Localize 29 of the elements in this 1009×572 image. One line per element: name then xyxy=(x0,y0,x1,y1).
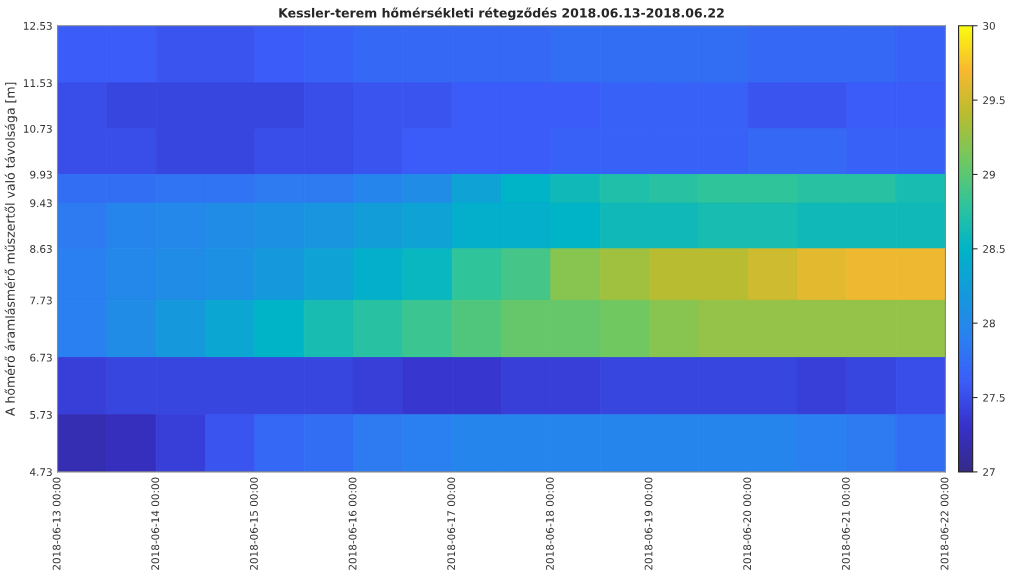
chart-title: Kessler-terem hőmérsékleti rétegződés 2018.06.13-2018.06.22 xyxy=(279,7,724,21)
x-tick-label: 2018-06-14 00:00 xyxy=(151,477,160,570)
color-bar-label: 30 xyxy=(983,21,995,30)
y-tick-label: 4.73 xyxy=(29,468,52,477)
x-tick-label: 2018-06-13 00:00 xyxy=(52,477,61,570)
y-tick-label: 10.73 xyxy=(23,124,52,133)
color-bar-label: 27.5 xyxy=(983,393,1005,402)
color-bar-label: 29.5 xyxy=(983,96,1005,105)
y-tick-label: 8.63 xyxy=(30,245,52,253)
x-tick-label: 2018-06-15 00:00 xyxy=(249,477,258,570)
y-tick-label: 9.93 xyxy=(30,170,52,179)
y-tick-label: 6.73 xyxy=(30,353,52,362)
y-tick-label: 9.43 xyxy=(30,199,52,208)
color-bar-label: 28 xyxy=(983,319,995,328)
y-tick-label: 12.53 xyxy=(23,21,52,30)
x-tick-label: 2018-06-20 00:00 xyxy=(743,477,752,570)
color-bar-label: 28.5 xyxy=(983,245,1005,253)
x-tick-label: 2018-06-17 00:00 xyxy=(447,477,456,570)
y-axis-title: A hőmérő áramlásmérő műszertől való távolsága [m] xyxy=(4,82,18,416)
x-tick-label: 2018-06-18 00:00 xyxy=(545,477,554,570)
y-tick-label: 11.53 xyxy=(23,79,52,88)
color-bar-label: 29 xyxy=(983,170,995,179)
x-tick-label: 2018-06-19 00:00 xyxy=(644,477,653,570)
y-tick-label: 5.73 xyxy=(30,410,52,419)
x-tick-label: 2018-06-22 00:00 xyxy=(940,477,949,570)
y-tick-label: 7.73 xyxy=(30,296,52,305)
color-bar-label: 27 xyxy=(983,468,995,476)
x-tick-label: 2018-06-21 00:00 xyxy=(841,477,850,570)
x-tick-label: 2018-06-16 00:00 xyxy=(348,477,357,570)
